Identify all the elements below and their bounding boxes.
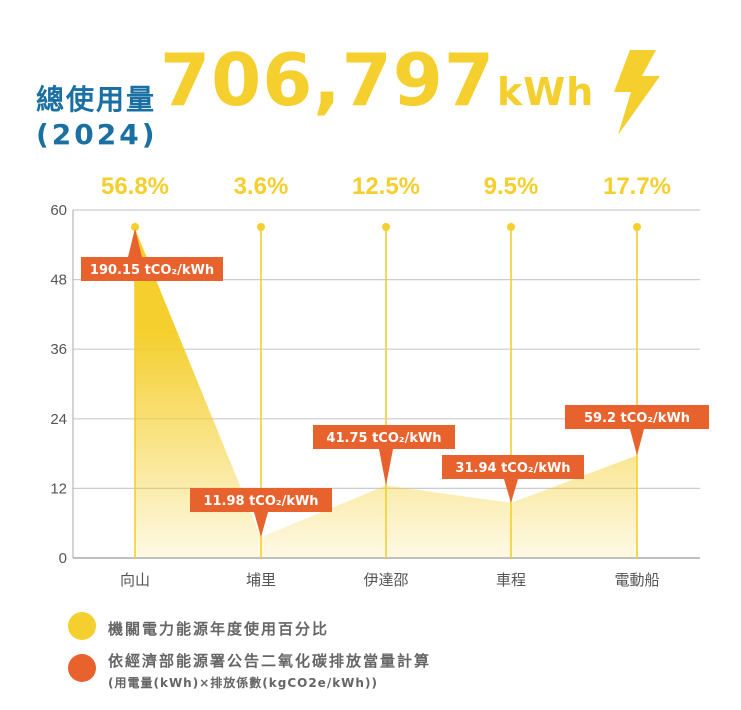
total-unit: kWh	[496, 70, 595, 114]
callout-box	[565, 405, 709, 429]
y-axis-ticks: 0 12 24 36 48 60	[50, 202, 67, 567]
percentage-label: 9.5%	[484, 173, 539, 200]
callout-box	[190, 488, 332, 512]
callout-box	[313, 425, 455, 449]
total-usage-label: 總使用量	[36, 83, 157, 116]
co2-callout: 11.98 tCO₂/kWh	[190, 488, 332, 538]
y-tick-label: 48	[50, 272, 67, 289]
y-tick-label: 60	[50, 202, 67, 219]
x-tick-label: 伊達邵	[363, 571, 408, 589]
y-tick-label: 24	[50, 411, 67, 428]
y-tick-label: 12	[50, 480, 67, 497]
x-tick-label: 向山	[120, 571, 150, 589]
co2-callouts: 190.15 tCO₂/kWh 11.98 tCO₂/kWh 41.75 tCO₂/…	[81, 228, 709, 538]
co2-value-label: 11.98 tCO₂/kWh	[203, 494, 318, 509]
percentage-label: 12.5%	[352, 173, 420, 200]
callout-box	[81, 257, 223, 281]
stem-dot-icon	[257, 223, 265, 231]
total-usage-value: 706,797kWh	[160, 44, 594, 116]
callout-box	[442, 455, 584, 479]
y-tick-label: 0	[59, 550, 67, 567]
stem-dot-icon	[382, 223, 390, 231]
co2-value-label: 59.2 tCO₂/kWh	[584, 411, 690, 426]
legend-co2-sublabel: (用電量(kWh)×排放係數(kgCO2e/kWh))	[108, 676, 378, 690]
x-axis-labels: 向山 埔里 伊達邵 車程 電動船	[120, 571, 660, 589]
co2-callout: 31.94 tCO₂/kWh	[442, 455, 584, 503]
percentage-label: 56.8%	[101, 173, 169, 200]
legend-usage-label: 機關電力能源年度使用百分比	[108, 620, 330, 638]
yellow-dot-icon	[68, 612, 96, 640]
lightning-bolt-icon	[614, 50, 660, 135]
legend-co2-label: 依經濟部能源署公告二氧化碳排放當量計算	[108, 652, 432, 670]
percentage-label: 17.7%	[603, 173, 671, 200]
percentage-labels: 56.8% 3.6% 12.5% 9.5% 17.7%	[101, 173, 671, 200]
stem-dot-icon	[507, 223, 515, 231]
x-tick-label: 車程	[496, 571, 526, 589]
x-tick-label: 埔里	[246, 571, 276, 589]
y-tick-label: 36	[50, 341, 67, 358]
percentage-label: 3.6%	[234, 173, 289, 200]
co2-value-label: 41.75 tCO₂/kWh	[326, 431, 441, 446]
co2-value-label: 190.15 tCO₂/kWh	[90, 263, 214, 278]
orange-dot-icon	[68, 654, 96, 682]
x-tick-label: 電動船	[614, 571, 659, 589]
stem-dot-icon	[633, 223, 641, 231]
co2-callout: 59.2 tCO₂/kWh	[565, 405, 709, 456]
total-number: 706,797	[160, 38, 495, 122]
stem-dot-icon	[131, 223, 139, 231]
year-label: (2024)	[36, 118, 158, 151]
co2-callout: 41.75 tCO₂/kWh	[313, 425, 455, 486]
co2-callout: 190.15 tCO₂/kWh	[81, 228, 223, 281]
co2-value-label: 31.94 tCO₂/kWh	[455, 461, 570, 476]
